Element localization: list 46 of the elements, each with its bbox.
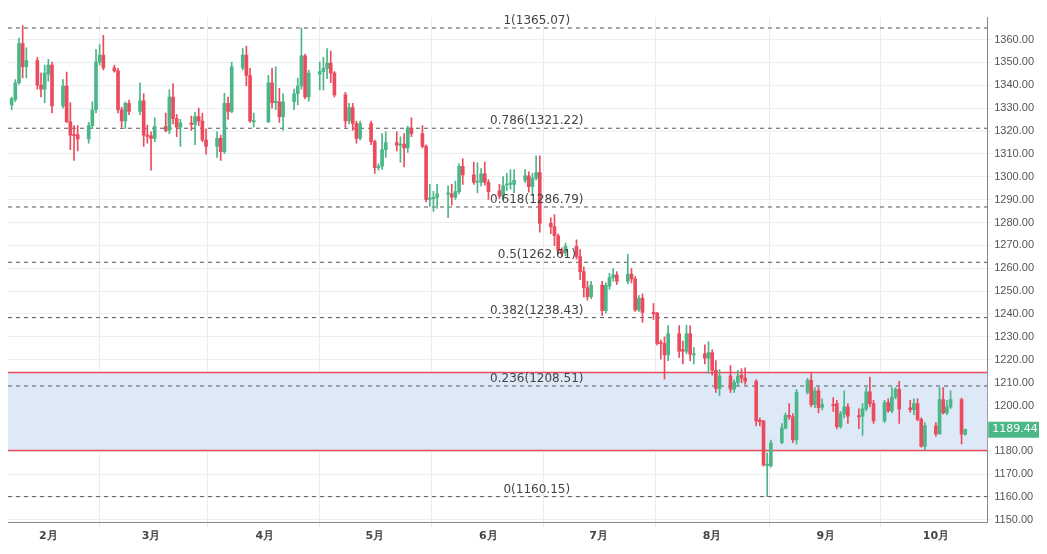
- y-tick-label: 1340.00: [994, 78, 1034, 91]
- y-tick-label: 1220.00: [994, 352, 1034, 365]
- ref-line-label: 0(1160.15): [503, 481, 571, 496]
- candlestick: [317, 61, 322, 91]
- candlestick: [446, 185, 450, 219]
- ref-line-label: 0.236(1208.51): [490, 371, 584, 386]
- y-tick-label: 1310.00: [994, 146, 1034, 159]
- y-tick-label: 1150.00: [994, 512, 1034, 525]
- text: 1189.44: [992, 422, 1038, 436]
- x-tick-label: 2月: [39, 529, 58, 543]
- y-tick-label: 1210.00: [994, 375, 1034, 388]
- candlestick: [692, 347, 696, 365]
- y-tick-label: 1260.00: [994, 261, 1034, 274]
- y-tick-label: 1250.00: [994, 284, 1034, 297]
- y-tick-label: 1170.00: [994, 467, 1034, 480]
- y-tick-label: 1300.00: [994, 169, 1034, 182]
- y-tick-label: 1240.00: [994, 307, 1034, 320]
- x-tick-label: 4月: [255, 529, 275, 543]
- ref-line-label: 0.5(1262.61): [497, 247, 576, 262]
- candlestick: [402, 133, 406, 168]
- x-tick-label: 5月: [365, 529, 385, 543]
- x-tick-label: 8月: [702, 529, 722, 543]
- y-tick-label: 1230.00: [994, 329, 1034, 342]
- y-tick-label: 1280.00: [994, 215, 1034, 228]
- y-tick-label: 1200.00: [994, 398, 1034, 411]
- candlestick: [394, 131, 399, 152]
- candlestick: [857, 408, 861, 429]
- ref-line-label: 1(1365.07): [503, 13, 571, 28]
- y-tick-label: 1360.00: [994, 32, 1034, 45]
- y-tick-label: 1320.00: [994, 124, 1034, 137]
- candlestick: [512, 169, 516, 194]
- ref-line-label: 0.382(1238.43): [490, 302, 584, 317]
- x-tick-label: 3月: [141, 529, 161, 543]
- x-tick-label: 10月: [922, 529, 950, 543]
- y-tick-label: 1270.00: [994, 238, 1034, 251]
- y-tick-label: 1180.00: [994, 444, 1034, 457]
- y-tick-label: 1290.00: [994, 192, 1034, 205]
- candlestick: [251, 112, 256, 128]
- x-tick-label: 7月: [589, 529, 608, 543]
- x-tick-label: 6月: [479, 529, 498, 543]
- candlestick: [435, 183, 439, 209]
- ref-line-label: 0.786(1321.22): [490, 113, 584, 128]
- y-tick-label: 1350.00: [994, 55, 1034, 68]
- y-tick-label: 1330.00: [994, 101, 1034, 114]
- x-tick-label: 9月: [816, 529, 836, 543]
- y-tick-label: 1160.00: [994, 489, 1034, 502]
